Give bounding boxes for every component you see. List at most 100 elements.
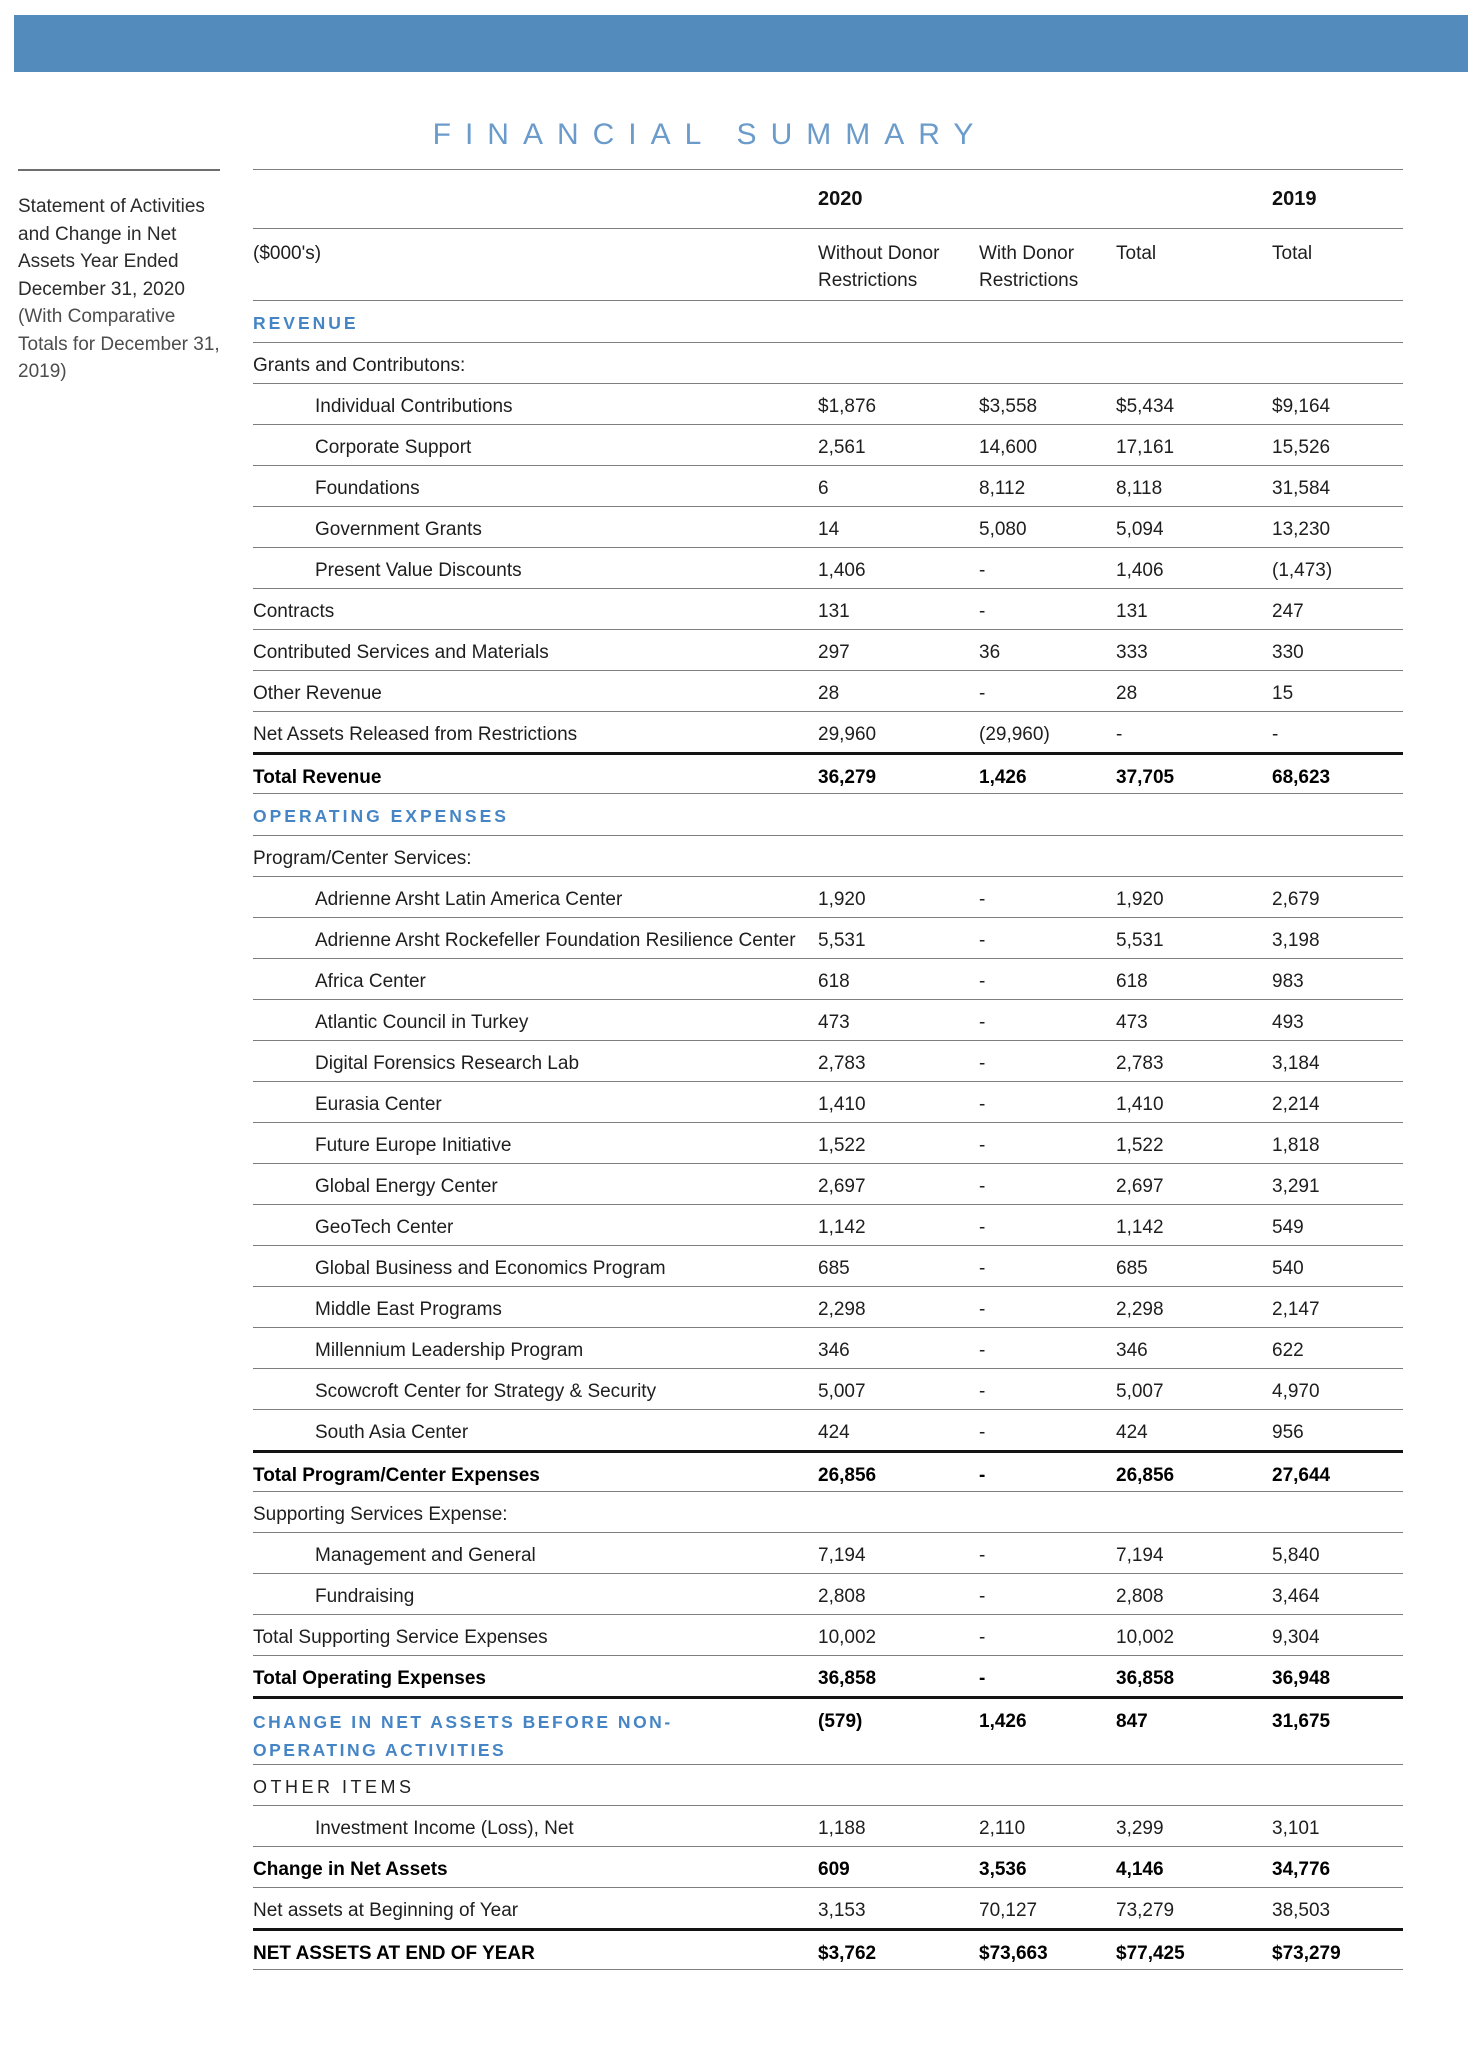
row-value-with-donor: $3,558 [979,396,1038,417]
row-value-with-donor: 14,600 [979,437,1038,458]
row-value-without-donor: 36,279 [818,767,877,788]
row-value-with-donor: - [979,1299,986,1320]
row-label: Adrienne Arsht Rockefeller Foundation Re… [315,930,796,951]
row-value-with-donor: - [979,1545,986,1566]
row-value-without-donor: 14 [818,519,840,540]
row-label: Total Program/Center Expenses [253,1465,540,1486]
row-value-with-donor: - [979,1668,986,1689]
row-value-total-2019: 983 [1272,971,1304,992]
row-value-with-donor: - [979,1465,986,1486]
table-row: Millennium Leadership Program 346 - 346 … [253,1327,1403,1368]
row-label: Millennium Leadership Program [315,1340,584,1361]
row-value-without-donor: 26,856 [818,1465,877,1486]
row-value-total-2020: 4,146 [1116,1859,1164,1880]
row-label: Supporting Services Expense: [253,1504,508,1525]
row-label: Government Grants [315,519,482,540]
row-value-total-2020: 847 [1116,1711,1148,1732]
sidebar-statement-note: Statement of Activities and Change in Ne… [18,169,220,386]
table-row: Supporting Services Expense: [253,1491,1403,1532]
row-value-with-donor: 36 [979,642,1001,663]
row-value-without-donor: 424 [818,1422,850,1443]
table-row: Contracts 131 - 131 247 [253,588,1403,629]
row-value-total-2019: 956 [1272,1422,1304,1443]
row-value-without-donor: 5,007 [818,1381,866,1402]
row-label: Adrienne Arsht Latin America Center [315,889,623,910]
year-header-2019: 2019 [1272,188,1317,210]
row-value-without-donor: 131 [818,601,850,622]
table-row: Total Operating Expenses 36,858 - 36,858… [253,1655,1403,1696]
row-value-total-2019: 493 [1272,1012,1304,1033]
row-value-total-2019: 3,101 [1272,1818,1320,1839]
row-value-total-2019: 5,840 [1272,1545,1320,1566]
table-row: Global Energy Center 2,697 - 2,697 3,291 [253,1163,1403,1204]
table-row: Adrienne Arsht Rockefeller Foundation Re… [253,917,1403,958]
table-row: Adrienne Arsht Latin America Center 1,92… [253,876,1403,917]
row-value-total-2020: 1,522 [1116,1135,1164,1156]
row-value-total-2019: $73,279 [1272,1943,1341,1964]
table-row: Middle East Programs 2,298 - 2,298 2,147 [253,1286,1403,1327]
row-value-total-2020: 618 [1116,971,1148,992]
table-row: Total Revenue 36,279 1,426 37,705 68,623 [253,752,1403,793]
table-row: Program/Center Services: [253,835,1403,876]
row-label: Total Revenue [253,767,382,788]
table-row: Net Assets Released from Restrictions 29… [253,711,1403,752]
row-label: Program/Center Services: [253,848,472,869]
table-row: Investment Income (Loss), Net 1,188 2,11… [253,1805,1403,1846]
row-value-with-donor: - [979,1012,986,1033]
row-value-total-2020: $5,434 [1116,396,1175,417]
row-value-total-2019: 9,304 [1272,1627,1320,1648]
row-label: Global Business and Economics Program [315,1258,666,1279]
row-value-without-donor: 1,410 [818,1094,866,1115]
row-label: Global Energy Center [315,1176,498,1197]
row-label: GeoTech Center [315,1217,454,1238]
row-label: Net Assets Released from Restrictions [253,724,578,745]
row-value-total-2019: 3,198 [1272,930,1320,951]
row-label: Present Value Discounts [315,560,522,581]
row-value-total-2020: 473 [1116,1012,1148,1033]
row-value-without-donor: 2,561 [818,437,866,458]
row-value-without-donor: $3,762 [818,1943,877,1964]
row-value-without-donor: 2,298 [818,1299,866,1320]
table-row: South Asia Center 424 - 424 956 [253,1409,1403,1450]
units-label: ($000's) [253,243,322,264]
table-row: CHANGE IN NET ASSETS BEFORE NON-OPERATIN… [253,1696,1403,1764]
row-value-total-2020: 26,856 [1116,1465,1175,1486]
row-value-total-2019: 330 [1272,642,1304,663]
financial-table: 2020 2019 ($000's) Without Donor Restric… [253,169,1403,1970]
table-row: Global Business and Economics Program 68… [253,1245,1403,1286]
row-value-total-2020: 1,406 [1116,560,1164,581]
table-body: REVENUE Grants and Contributons: Individ… [253,300,1403,1970]
row-value-total-2019: 2,147 [1272,1299,1320,1320]
row-value-total-2020: 3,299 [1116,1818,1164,1839]
row-label: Eurasia Center [315,1094,442,1115]
table-year-header-row: 2020 2019 [253,169,1403,228]
statement-text: Statement of Activities and Change in Ne… [18,193,220,386]
row-value-without-donor: 1,920 [818,889,866,910]
table-row: Grants and Contributons: [253,342,1403,383]
row-label: Contracts [253,601,335,622]
row-label: Foundations [315,478,420,499]
table-row: Present Value Discounts 1,406 - 1,406 (1… [253,547,1403,588]
row-value-total-2020: $77,425 [1116,1943,1185,1964]
table-row: Fundraising 2,808 - 2,808 3,464 [253,1573,1403,1614]
table-row: GeoTech Center 1,142 - 1,142 549 [253,1204,1403,1245]
row-value-with-donor: - [979,683,986,704]
row-value-total-2020: 685 [1116,1258,1148,1279]
row-label: Corporate Support [315,437,472,458]
row-value-with-donor: 8,112 [979,478,1026,499]
row-value-without-donor: 297 [818,642,850,663]
table-row: Atlantic Council in Turkey 473 - 473 493 [253,999,1403,1040]
row-value-with-donor: 1,426 [979,1711,1027,1732]
table-row: Management and General 7,194 - 7,194 5,8… [253,1532,1403,1573]
row-value-without-donor: 29,960 [818,724,877,745]
row-value-without-donor: 3,153 [818,1900,866,1921]
table-row: Future Europe Initiative 1,522 - 1,522 1… [253,1122,1403,1163]
row-value-total-2019: $9,164 [1272,396,1331,417]
row-value-total-2020: 2,697 [1116,1176,1164,1197]
row-value-total-2020: 73,279 [1116,1900,1175,1921]
col-header-total-2019: Total [1272,243,1313,264]
row-label: CHANGE IN NET ASSETS BEFORE NON-OPERATIN… [253,1712,673,1760]
row-value-without-donor: 6 [818,478,829,499]
col-header-total-2020: Total [1116,243,1157,264]
row-label: OTHER ITEMS [253,1777,415,1797]
